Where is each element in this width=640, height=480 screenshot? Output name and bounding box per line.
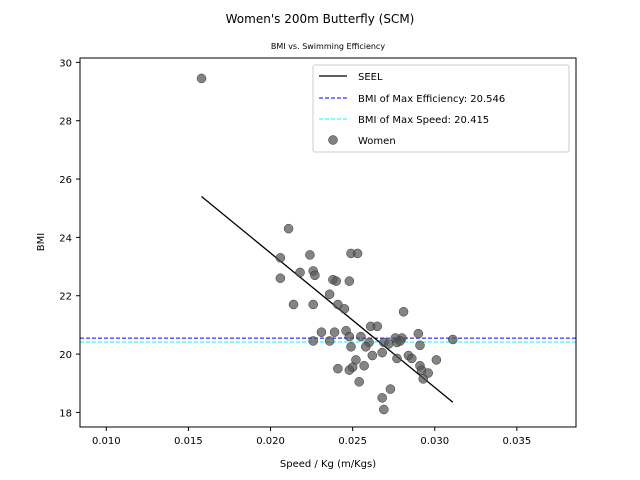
data-point-30 [324, 336, 335, 346]
data-point-11 [344, 276, 355, 286]
legend: SEEL BMI of Max Efficiency: 20.546 BMI o… [312, 64, 570, 153]
data-point-8 [310, 270, 320, 281]
data-point-3 [305, 250, 315, 260]
data-point-38 [361, 342, 371, 352]
data-point-13 [324, 289, 335, 300]
data-point-25 [356, 331, 366, 342]
y-tick-label: 26 [59, 175, 72, 186]
legend-women-label: Women [358, 136, 396, 147]
x-tick-label: 0.015 [174, 436, 203, 447]
data-point-24 [344, 331, 355, 342]
plot-area [80, 73, 576, 415]
data-point-40 [377, 347, 387, 358]
data-point-51 [344, 365, 355, 375]
data-point-0 [196, 73, 207, 84]
chart-subtitle: BMI vs. Swimming Efficiency [271, 42, 385, 51]
data-point-18 [398, 307, 409, 317]
x-tick-label: 0.030 [420, 436, 449, 447]
data-point-46 [431, 355, 442, 365]
data-point-26 [413, 328, 424, 339]
legend-women-swatch [328, 135, 338, 145]
legend-max-speed-label: BMI of Max Speed: 20.415 [358, 115, 489, 126]
data-point-39 [415, 340, 425, 351]
y-tick-label: 30 [59, 58, 72, 69]
y-axis: 18 20 22 24 26 28 30 [59, 58, 80, 419]
data-point-57 [377, 393, 387, 403]
data-point-7 [295, 267, 305, 278]
data-point-2 [275, 253, 286, 263]
x-tick-label: 0.035 [503, 436, 532, 447]
data-point-17 [339, 304, 350, 314]
data-point-15 [308, 299, 318, 310]
plot-frame [79, 57, 577, 428]
data-point-22 [329, 327, 340, 337]
y-tick-label: 28 [59, 117, 72, 128]
data-point-29 [308, 336, 318, 346]
data-point-35 [395, 336, 406, 346]
data-point-58 [379, 404, 389, 415]
data-point-54 [418, 374, 429, 384]
data-point-16 [333, 299, 343, 310]
y-tick-label: 22 [59, 292, 72, 303]
y-tick-label: 24 [59, 233, 72, 244]
y-tick-label: 18 [59, 408, 72, 419]
x-axis-label: Speed / Kg (m/Kgs) [280, 459, 376, 470]
chart-title: Women's 200m Butterfly (SCM) [226, 12, 415, 26]
data-point-33 [384, 339, 394, 349]
data-point-36 [448, 334, 458, 345]
legend-box [312, 64, 570, 153]
y-axis-label: BMI [36, 233, 47, 251]
x-tick-label: 0.010 [92, 436, 121, 447]
x-axis: 0.010 0.015 0.020 0.025 0.030 0.035 [92, 427, 531, 447]
data-point-45 [392, 353, 402, 364]
data-point-37 [346, 342, 356, 352]
legend-max-efficiency-label: BMI of Max Efficiency: 20.546 [358, 94, 505, 105]
x-tick-label: 0.020 [256, 436, 285, 447]
data-point-10 [331, 276, 341, 286]
data-point-12 [275, 273, 286, 283]
data-point-21 [316, 327, 327, 337]
data-point-41 [367, 350, 378, 361]
y-tick-label: 20 [59, 350, 72, 361]
data-point-50 [333, 363, 343, 374]
data-point-47 [359, 360, 369, 371]
data-point-20 [372, 321, 383, 332]
data-point-43 [407, 353, 417, 364]
data-point-14 [288, 299, 299, 310]
legend-seel-label: SEEL [358, 72, 383, 83]
seel-line [201, 196, 454, 403]
x-tick-label: 0.025 [338, 436, 367, 447]
data-point-5 [352, 248, 363, 259]
data-point-1 [283, 223, 294, 234]
data-point-56 [385, 384, 396, 394]
data-point-55 [354, 377, 364, 387]
